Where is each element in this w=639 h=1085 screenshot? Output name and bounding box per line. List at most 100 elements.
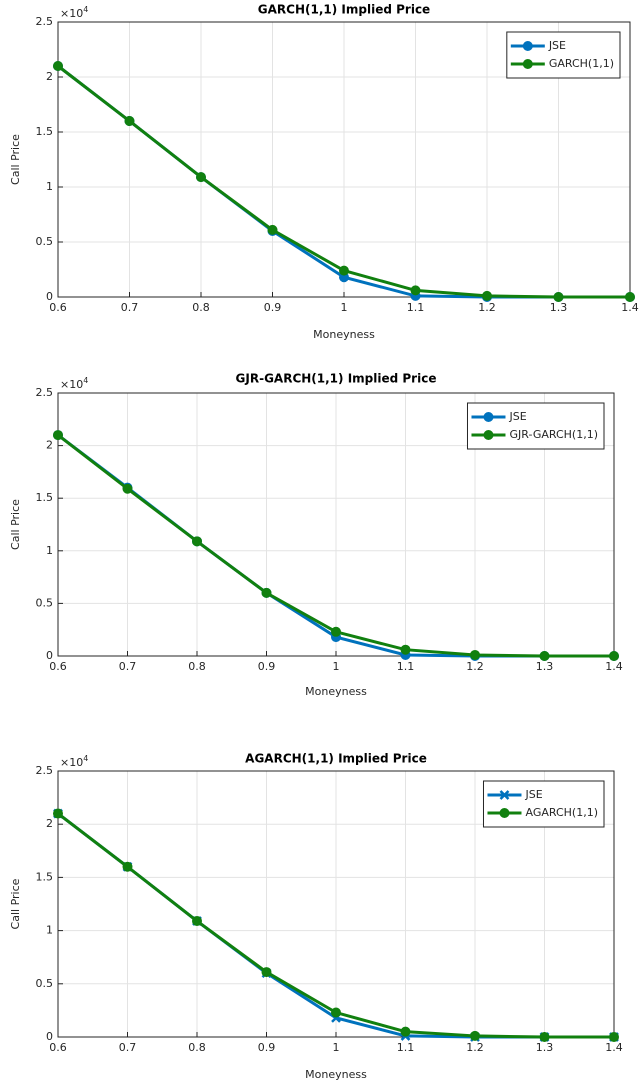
data-point bbox=[331, 626, 341, 637]
x-tick-label: 1 bbox=[341, 301, 348, 314]
legend-marker bbox=[483, 412, 494, 422]
x-tick-label: 1.4 bbox=[605, 1041, 623, 1054]
legend-label: JSE bbox=[548, 39, 566, 52]
x-tick-label: 0.9 bbox=[258, 1041, 276, 1054]
x-tick-label: 1.2 bbox=[478, 301, 496, 314]
data-point bbox=[122, 483, 133, 494]
y-offset-base: ×10 bbox=[60, 7, 83, 20]
data-point bbox=[410, 285, 421, 296]
y-tick-label: 1.5 bbox=[36, 491, 54, 504]
data-point bbox=[609, 651, 619, 661]
x-tick-label: 1.1 bbox=[407, 301, 425, 314]
legend-box bbox=[482, 780, 605, 828]
x-axis-label: Moneyness bbox=[305, 1068, 367, 1081]
data-point bbox=[267, 224, 278, 235]
data-point bbox=[609, 1032, 619, 1042]
x-tick-label: 1.3 bbox=[550, 301, 568, 314]
legend-label: JSE bbox=[524, 788, 542, 801]
legend: JSE AGARCH(1,1) bbox=[482, 780, 605, 828]
y-offset-exponent: 4 bbox=[83, 5, 88, 14]
y-tick-label: 1 bbox=[46, 180, 53, 193]
x-tick-label: 1.3 bbox=[536, 1041, 554, 1054]
data-point bbox=[625, 292, 635, 302]
y-offset-label: ×104 bbox=[60, 376, 88, 392]
data-point bbox=[261, 967, 272, 978]
y-tick-label: 2 bbox=[46, 70, 53, 83]
x-tick-label: 1 bbox=[333, 660, 340, 673]
data-point bbox=[261, 587, 272, 598]
legend-marker bbox=[499, 790, 510, 800]
data-point bbox=[539, 1032, 550, 1042]
x-tick-label: 0.9 bbox=[264, 301, 282, 314]
x-tick-label: 0.6 bbox=[49, 660, 67, 673]
data-point bbox=[553, 292, 564, 302]
data-point bbox=[339, 265, 349, 276]
chart-title: AGARCH(1,1) Implied Price bbox=[245, 752, 427, 766]
legend: JSE GJR-GARCH(1,1) bbox=[466, 402, 605, 450]
legend-marker bbox=[522, 41, 533, 51]
chart-title: GARCH(1,1) Implied Price bbox=[258, 3, 430, 17]
x-tick-label: 0.8 bbox=[188, 1041, 206, 1054]
y-offset-exponent: 4 bbox=[83, 376, 88, 385]
x-tick-label: 1.2 bbox=[466, 1041, 484, 1054]
data-point bbox=[53, 808, 63, 819]
x-tick-label: 1 bbox=[333, 1041, 340, 1054]
data-point bbox=[192, 536, 202, 547]
chart-title: GJR-GARCH(1,1) Implied Price bbox=[236, 372, 437, 386]
y-tick-label: 2 bbox=[46, 817, 53, 830]
y-tick-label: 1.5 bbox=[36, 870, 54, 883]
x-tick-label: 0.7 bbox=[121, 301, 139, 314]
y-axis-label: Call Price bbox=[9, 878, 22, 929]
y-tick-label: 1.5 bbox=[36, 125, 54, 138]
x-tick-label: 0.8 bbox=[188, 660, 206, 673]
data-point bbox=[53, 430, 63, 441]
legend: JSE GARCH(1,1) bbox=[506, 31, 621, 79]
data-point bbox=[192, 916, 202, 927]
legend-label: JSE bbox=[508, 410, 526, 423]
y-tick-label: 0 bbox=[46, 649, 53, 662]
x-tick-label: 0.7 bbox=[119, 660, 137, 673]
y-axis-label: Call Price bbox=[9, 499, 22, 550]
y-tick-label: 2.5 bbox=[36, 15, 54, 28]
y-tick-label: 0.5 bbox=[36, 977, 54, 990]
y-offset-label: ×104 bbox=[60, 5, 88, 21]
x-axis-label: Moneyness bbox=[313, 328, 375, 341]
data-point bbox=[539, 651, 550, 661]
x-tick-label: 0.7 bbox=[119, 1041, 137, 1054]
data-point bbox=[470, 649, 480, 660]
legend-box bbox=[466, 402, 605, 450]
y-tick-label: 2.5 bbox=[36, 386, 54, 399]
x-tick-label: 0.6 bbox=[49, 1041, 67, 1054]
y-tick-label: 1 bbox=[46, 544, 53, 557]
x-tick-label: 0.8 bbox=[192, 301, 210, 314]
data-point bbox=[124, 116, 135, 126]
data-point bbox=[470, 1030, 480, 1041]
axes-box bbox=[57, 392, 615, 657]
y-tick-label: 2 bbox=[46, 439, 53, 452]
legend-label: GARCH(1,1) bbox=[549, 57, 614, 70]
y-tick-label: 0.5 bbox=[36, 596, 54, 609]
data-point bbox=[400, 644, 411, 655]
y-offset-base: ×10 bbox=[60, 378, 83, 391]
axes-box bbox=[57, 770, 615, 1038]
data-point bbox=[53, 61, 63, 71]
data-point bbox=[122, 861, 133, 872]
y-tick-label: 0 bbox=[46, 290, 53, 303]
legend-label: AGARCH(1,1) bbox=[525, 806, 598, 819]
legend-box bbox=[506, 31, 621, 79]
y-offset-base: ×10 bbox=[60, 756, 83, 769]
x-axis-label: Moneyness bbox=[305, 685, 367, 698]
x-tick-label: 1.4 bbox=[621, 301, 639, 314]
y-axis-label: Call Price bbox=[9, 134, 22, 185]
x-tick-label: 1.3 bbox=[536, 660, 554, 673]
x-tick-label: 1.1 bbox=[397, 1041, 415, 1054]
x-tick-label: 1.1 bbox=[397, 660, 415, 673]
data-point bbox=[331, 1007, 341, 1018]
x-tick-label: 0.6 bbox=[49, 301, 67, 314]
data-point bbox=[400, 1026, 411, 1037]
y-tick-label: 0 bbox=[46, 1030, 53, 1043]
x-tick-label: 1.4 bbox=[605, 660, 623, 673]
y-offset-label: ×104 bbox=[60, 754, 88, 770]
data-point bbox=[482, 290, 492, 301]
